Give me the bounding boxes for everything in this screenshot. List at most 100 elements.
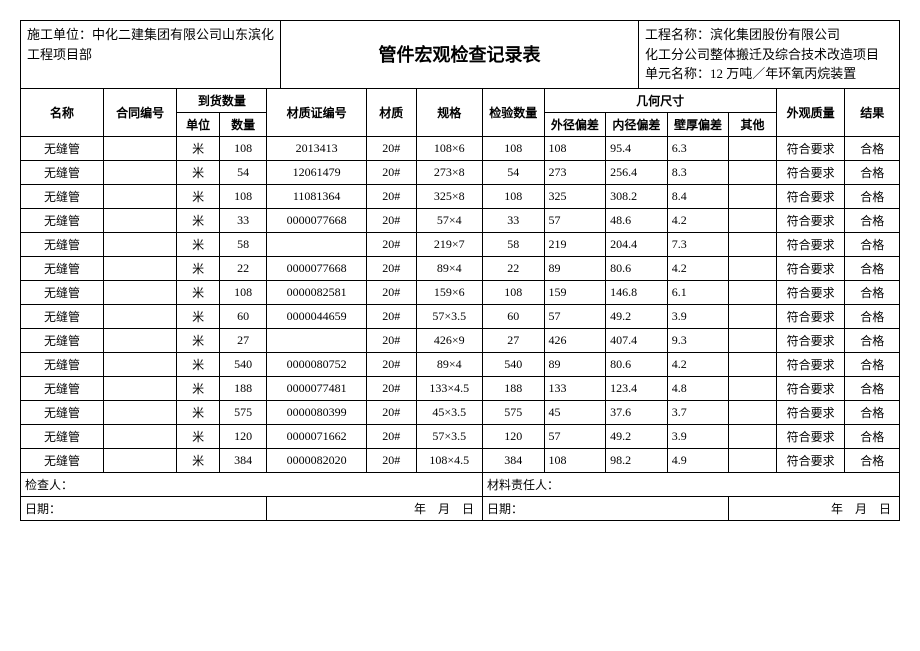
table-body: 无缝管米108201341320#108×610810895.46.3符合要求合… bbox=[21, 136, 900, 472]
header-block: 施工单位：中化二建集团有限公司山东滨化工程项目部 管件宏观检查记录表 工程名称：… bbox=[20, 20, 900, 88]
project-info: 工程名称：滨化集团股份有限公司 化工分公司整体搬迁及综合技术改造项目 单元名称：… bbox=[639, 21, 899, 88]
cell-inspect_qty: 575 bbox=[482, 400, 544, 424]
col-geom: 几何尺寸 bbox=[544, 88, 776, 112]
cell-name: 无缝管 bbox=[21, 424, 104, 448]
cell-material: 20# bbox=[366, 280, 416, 304]
date-label-left: 日期： bbox=[21, 496, 267, 520]
cell-id: 49.2 bbox=[606, 424, 668, 448]
cell-name: 无缝管 bbox=[21, 376, 104, 400]
cell-result: 合格 bbox=[845, 400, 900, 424]
cell-od: 325 bbox=[544, 184, 606, 208]
col-cert-no: 材质证编号 bbox=[267, 88, 367, 136]
cell-contract_no bbox=[103, 376, 176, 400]
cell-appearance: 符合要求 bbox=[776, 376, 845, 400]
cell-unit: 米 bbox=[177, 232, 220, 256]
cell-other bbox=[729, 424, 776, 448]
cell-od: 89 bbox=[544, 352, 606, 376]
cell-result: 合格 bbox=[845, 232, 900, 256]
cell-wt: 7.3 bbox=[667, 232, 729, 256]
cell-name: 无缝管 bbox=[21, 208, 104, 232]
cell-wt: 8.4 bbox=[667, 184, 729, 208]
cell-name: 无缝管 bbox=[21, 448, 104, 472]
cell-inspect_qty: 540 bbox=[482, 352, 544, 376]
table-row: 无缝管米60000004465920#57×3.5605749.23.9符合要求… bbox=[21, 304, 900, 328]
table-row: 无缝管米188000007748120#133×4.5188133123.44.… bbox=[21, 376, 900, 400]
cell-name: 无缝管 bbox=[21, 400, 104, 424]
cell-qty: 120 bbox=[219, 424, 266, 448]
cell-material: 20# bbox=[366, 352, 416, 376]
table-row: 无缝管米384000008202020#108×4.538410898.24.9… bbox=[21, 448, 900, 472]
cell-contract_no bbox=[103, 304, 176, 328]
cell-od: 273 bbox=[544, 160, 606, 184]
table-row: 无缝管米108201341320#108×610810895.46.3符合要求合… bbox=[21, 136, 900, 160]
cell-material: 20# bbox=[366, 160, 416, 184]
cell-other bbox=[729, 280, 776, 304]
cell-other bbox=[729, 232, 776, 256]
table-row: 无缝管米1081108136420#325×8108325308.28.4符合要… bbox=[21, 184, 900, 208]
cell-other bbox=[729, 376, 776, 400]
cell-qty: 33 bbox=[219, 208, 266, 232]
cell-unit: 米 bbox=[177, 208, 220, 232]
cell-wt: 3.9 bbox=[667, 304, 729, 328]
cell-wt: 4.8 bbox=[667, 376, 729, 400]
col-spec: 规格 bbox=[416, 88, 482, 136]
cell-inspect_qty: 58 bbox=[482, 232, 544, 256]
cell-contract_no bbox=[103, 136, 176, 160]
cell-name: 无缝管 bbox=[21, 232, 104, 256]
cell-result: 合格 bbox=[845, 256, 900, 280]
cell-inspect_qty: 54 bbox=[482, 160, 544, 184]
cell-id: 37.6 bbox=[606, 400, 668, 424]
cell-cert_no: 0000080752 bbox=[267, 352, 367, 376]
cell-other bbox=[729, 448, 776, 472]
cell-unit: 米 bbox=[177, 256, 220, 280]
cell-name: 无缝管 bbox=[21, 352, 104, 376]
cell-inspect_qty: 384 bbox=[482, 448, 544, 472]
cell-qty: 60 bbox=[219, 304, 266, 328]
cell-other bbox=[729, 184, 776, 208]
cell-appearance: 符合要求 bbox=[776, 328, 845, 352]
construction-unit: 施工单位：中化二建集团有限公司山东滨化工程项目部 bbox=[21, 21, 281, 88]
table-row: 无缝管米120000007166220#57×3.51205749.23.9符合… bbox=[21, 424, 900, 448]
cell-material: 20# bbox=[366, 400, 416, 424]
cell-contract_no bbox=[103, 448, 176, 472]
cell-spec: 45×3.5 bbox=[416, 400, 482, 424]
cell-appearance: 符合要求 bbox=[776, 304, 845, 328]
col-arrival-qty: 到货数量 bbox=[177, 88, 267, 112]
cell-od: 57 bbox=[544, 304, 606, 328]
unit-name: 单元名称：12 万吨／年环氧丙烷装置 bbox=[645, 64, 893, 84]
cell-unit: 米 bbox=[177, 160, 220, 184]
cell-cert_no bbox=[267, 232, 367, 256]
cell-name: 无缝管 bbox=[21, 328, 104, 352]
cell-unit: 米 bbox=[177, 136, 220, 160]
cell-wt: 4.9 bbox=[667, 448, 729, 472]
cell-contract_no bbox=[103, 160, 176, 184]
cell-other bbox=[729, 136, 776, 160]
table-row: 无缝管米5820#219×758219204.47.3符合要求合格 bbox=[21, 232, 900, 256]
cell-id: 146.8 bbox=[606, 280, 668, 304]
cell-od: 45 bbox=[544, 400, 606, 424]
cell-name: 无缝管 bbox=[21, 136, 104, 160]
col-unit: 单位 bbox=[177, 112, 220, 136]
cell-id: 308.2 bbox=[606, 184, 668, 208]
cell-id: 48.6 bbox=[606, 208, 668, 232]
cell-result: 合格 bbox=[845, 352, 900, 376]
cell-material: 20# bbox=[366, 136, 416, 160]
cell-result: 合格 bbox=[845, 136, 900, 160]
cell-contract_no bbox=[103, 280, 176, 304]
cell-unit: 米 bbox=[177, 328, 220, 352]
cell-qty: 58 bbox=[219, 232, 266, 256]
project-name: 工程名称：滨化集团股份有限公司 bbox=[645, 25, 893, 45]
cell-cert_no: 12061479 bbox=[267, 160, 367, 184]
cell-spec: 273×8 bbox=[416, 160, 482, 184]
cell-od: 89 bbox=[544, 256, 606, 280]
cell-od: 57 bbox=[544, 424, 606, 448]
cell-od: 108 bbox=[544, 448, 606, 472]
cell-spec: 159×6 bbox=[416, 280, 482, 304]
cell-id: 80.6 bbox=[606, 352, 668, 376]
cell-wt: 3.9 bbox=[667, 424, 729, 448]
cell-cert_no: 0000082020 bbox=[267, 448, 367, 472]
cell-spec: 219×7 bbox=[416, 232, 482, 256]
cell-result: 合格 bbox=[845, 184, 900, 208]
table-head: 名称 合同编号 到货数量 材质证编号 材质 规格 检验数量 几何尺寸 外观质量 … bbox=[21, 88, 900, 136]
cell-od: 219 bbox=[544, 232, 606, 256]
